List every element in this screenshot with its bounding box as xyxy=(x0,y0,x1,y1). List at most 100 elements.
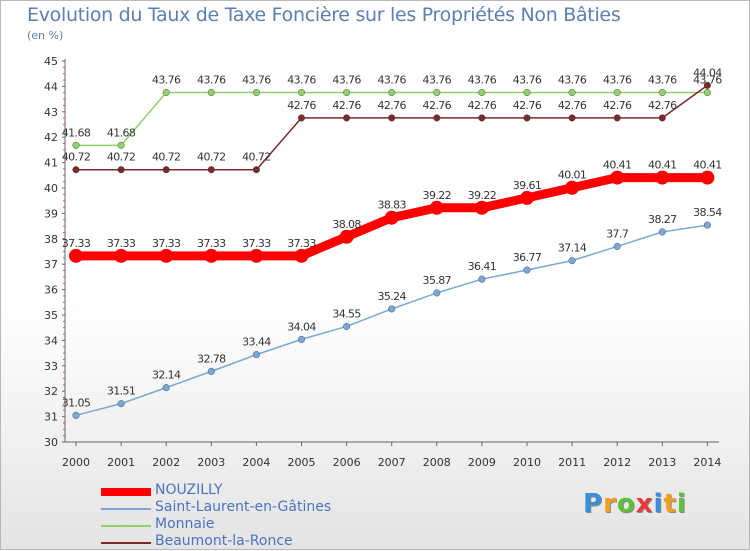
legend-label: Beaumont-la-Ronce xyxy=(155,533,293,549)
data-label: 43.76 xyxy=(513,73,542,86)
data-label: 33.44 xyxy=(242,336,271,349)
data-label: 35.24 xyxy=(377,290,406,303)
logo-letter: o xyxy=(616,489,636,519)
data-point xyxy=(474,200,489,215)
data-label: 43.76 xyxy=(468,73,497,86)
data-label: 31.05 xyxy=(62,396,91,409)
data-point xyxy=(568,257,576,265)
data-point xyxy=(478,88,486,96)
data-label: 43.76 xyxy=(152,73,181,86)
logo-letter: i xyxy=(653,489,664,519)
data-point xyxy=(339,229,354,244)
x-tick-label: 2009 xyxy=(468,456,496,469)
unit-label: (en %) xyxy=(27,29,64,42)
data-label: 40.01 xyxy=(558,169,587,182)
y-tick-label: 31 xyxy=(44,411,58,424)
data-label: 35.87 xyxy=(423,274,452,287)
y-tick-label: 30 xyxy=(44,436,58,449)
data-point xyxy=(613,242,621,250)
data-label: 43.76 xyxy=(242,73,271,86)
x-tick-label: 2001 xyxy=(107,456,135,469)
proxiti-logo: Proxiti xyxy=(583,489,687,519)
y-tick-label: 38 xyxy=(44,233,58,246)
data-point xyxy=(69,248,83,263)
legend-swatch xyxy=(101,508,151,510)
data-point xyxy=(655,170,670,185)
data-label: 40.41 xyxy=(603,159,632,172)
data-label: 39.61 xyxy=(513,179,542,192)
data-label: 43.76 xyxy=(423,73,452,86)
data-label: 39.22 xyxy=(423,189,452,202)
data-label: 42.76 xyxy=(377,99,406,112)
logo-letter: r xyxy=(603,489,617,519)
data-point xyxy=(252,88,260,96)
data-label: 40.41 xyxy=(648,159,677,172)
data-label: 37.33 xyxy=(287,237,316,250)
data-point xyxy=(520,190,534,205)
y-tick-label: 34 xyxy=(44,334,58,347)
data-label: 43.76 xyxy=(332,73,361,86)
data-label: 34.04 xyxy=(287,320,316,333)
data-point xyxy=(159,248,174,263)
data-label: 40.72 xyxy=(62,151,91,164)
data-label: 37.33 xyxy=(107,237,136,250)
y-tick-label: 39 xyxy=(44,207,58,220)
data-label: 41.68 xyxy=(62,126,91,139)
data-label: 32.78 xyxy=(197,352,226,365)
data-point xyxy=(388,114,396,122)
data-label: 43.76 xyxy=(197,73,226,86)
data-point xyxy=(249,248,264,263)
x-tick-label: 2006 xyxy=(333,456,361,469)
data-label: 42.76 xyxy=(423,99,452,112)
data-label: 37.33 xyxy=(197,237,226,250)
data-label: 41.68 xyxy=(107,126,136,139)
data-point xyxy=(384,210,399,225)
x-tick-label: 2013 xyxy=(648,456,676,469)
data-label: 32.14 xyxy=(152,369,181,382)
data-label: 31.51 xyxy=(107,385,136,398)
y-tick-label: 35 xyxy=(44,309,58,322)
data-point xyxy=(568,88,576,96)
data-label: 44.04 xyxy=(693,66,722,79)
data-point xyxy=(388,88,396,96)
data-point xyxy=(298,88,306,96)
data-label: 38.54 xyxy=(693,206,722,219)
logo-letter: x xyxy=(635,489,654,519)
data-point xyxy=(658,114,666,122)
data-point xyxy=(703,88,711,96)
data-point xyxy=(207,367,215,375)
data-point xyxy=(294,248,309,263)
data-label: 42.76 xyxy=(513,99,542,112)
data-label: 43.76 xyxy=(693,73,722,86)
data-label: 42.76 xyxy=(468,99,497,112)
data-point xyxy=(700,170,715,185)
data-label: 43.76 xyxy=(558,73,587,86)
legend-swatch xyxy=(101,542,151,544)
data-label: 43.76 xyxy=(648,73,677,86)
data-point xyxy=(433,114,441,122)
data-point xyxy=(117,400,125,408)
data-label: 42.76 xyxy=(332,99,361,112)
data-point xyxy=(114,248,129,263)
data-point xyxy=(523,266,531,274)
data-label: 36.77 xyxy=(513,251,542,264)
data-point xyxy=(117,166,125,174)
data-label: 40.72 xyxy=(107,151,136,164)
data-point xyxy=(72,141,80,149)
y-tick-label: 36 xyxy=(44,284,58,297)
x-tick-label: 2007 xyxy=(378,456,406,469)
data-point xyxy=(207,166,215,174)
data-label: 37.33 xyxy=(62,237,91,250)
y-tick-label: 45 xyxy=(44,55,58,68)
data-label: 38.27 xyxy=(648,213,677,226)
x-tick-label: 2004 xyxy=(242,456,270,469)
data-point xyxy=(613,114,621,122)
legend-swatch xyxy=(101,525,151,527)
data-point xyxy=(658,88,666,96)
data-label: 42.76 xyxy=(603,99,632,112)
x-tick-label: 2010 xyxy=(513,456,541,469)
data-label: 40.72 xyxy=(152,151,181,164)
data-label: 38.83 xyxy=(377,199,406,212)
data-point xyxy=(343,114,351,122)
